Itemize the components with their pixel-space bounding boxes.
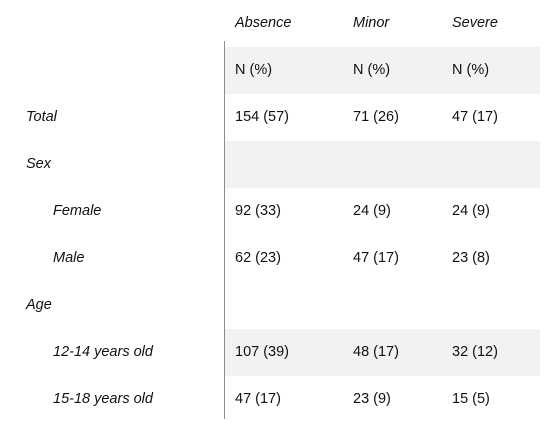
header-row: Absence Minor Severe <box>0 0 555 47</box>
cell-minor: 47 (17) <box>353 250 399 266</box>
row-label: 12-14 years old <box>53 344 153 360</box>
cell-absence: 92 (33) <box>235 203 281 219</box>
subheader-absence: N (%) <box>235 62 273 78</box>
row-label: Male <box>53 250 85 266</box>
table-row-male: Male 62 (23) 47 (17) 23 (8) <box>0 235 555 282</box>
cell-minor: 24 (9) <box>353 203 391 219</box>
row-label: Total <box>26 109 57 125</box>
cell-minor: 23 (9) <box>353 391 391 407</box>
row-label: 15-18 years old <box>53 391 153 407</box>
cell-absence: 62 (23) <box>235 250 281 266</box>
table-row-age: Age <box>0 282 555 329</box>
cell-severe: 15 (5) <box>452 391 490 407</box>
row-shading <box>225 141 540 188</box>
row-shading <box>225 329 540 376</box>
cell-severe: 32 (12) <box>452 344 498 360</box>
column-header-severe: Severe <box>452 15 498 31</box>
cell-absence: 107 (39) <box>235 344 290 360</box>
column-divider <box>224 41 225 419</box>
subheader-severe: N (%) <box>452 62 490 78</box>
cell-severe: 24 (9) <box>452 203 490 219</box>
cell-severe: 23 (8) <box>452 250 490 266</box>
column-header-minor: Minor <box>353 15 390 31</box>
table-row-sex: Sex <box>0 141 555 188</box>
cell-absence: 154 (57) <box>235 109 290 125</box>
row-shading <box>225 47 540 94</box>
row-label: Sex <box>26 156 51 172</box>
cell-minor: 71 (26) <box>353 109 399 125</box>
subheader-minor: N (%) <box>353 62 391 78</box>
table-row-15-18: 15-18 years old 47 (17) 23 (9) 15 (5) <box>0 376 555 423</box>
column-header-absence: Absence <box>235 15 292 31</box>
table-row-12-14: 12-14 years old 107 (39) 48 (17) 32 (12) <box>0 329 555 376</box>
row-label: Age <box>26 297 52 313</box>
table-row-total: Total 154 (57) 71 (26) 47 (17) <box>0 94 555 141</box>
row-label: Female <box>53 203 102 219</box>
subheader-row: N (%) N (%) N (%) <box>0 47 555 94</box>
table-row-female: Female 92 (33) 24 (9) 24 (9) <box>0 188 555 235</box>
cell-severe: 47 (17) <box>452 109 498 125</box>
cell-minor: 48 (17) <box>353 344 399 360</box>
cell-absence: 47 (17) <box>235 391 281 407</box>
